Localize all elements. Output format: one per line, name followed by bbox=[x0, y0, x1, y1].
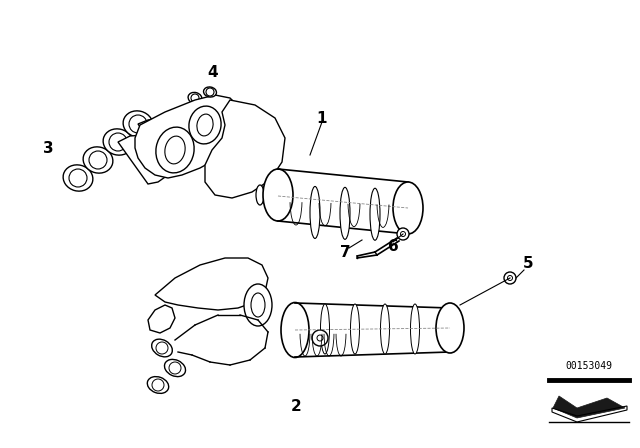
Ellipse shape bbox=[188, 92, 202, 103]
Circle shape bbox=[169, 362, 181, 374]
Ellipse shape bbox=[103, 129, 133, 155]
Polygon shape bbox=[135, 95, 240, 178]
Text: 2: 2 bbox=[291, 399, 301, 414]
Ellipse shape bbox=[410, 304, 419, 354]
Ellipse shape bbox=[147, 377, 169, 393]
Ellipse shape bbox=[263, 169, 293, 221]
Circle shape bbox=[129, 115, 147, 133]
Ellipse shape bbox=[189, 106, 221, 144]
Polygon shape bbox=[118, 135, 172, 184]
Ellipse shape bbox=[165, 136, 185, 164]
Ellipse shape bbox=[393, 182, 423, 234]
Ellipse shape bbox=[436, 303, 464, 353]
Text: 3: 3 bbox=[43, 141, 53, 155]
Ellipse shape bbox=[152, 339, 172, 357]
Circle shape bbox=[206, 88, 214, 96]
Ellipse shape bbox=[370, 188, 380, 240]
Text: 4: 4 bbox=[208, 65, 218, 79]
Circle shape bbox=[504, 272, 516, 284]
Text: 1: 1 bbox=[317, 111, 327, 125]
Text: 6: 6 bbox=[388, 238, 398, 254]
Polygon shape bbox=[148, 305, 175, 333]
Ellipse shape bbox=[265, 185, 273, 205]
Ellipse shape bbox=[63, 165, 93, 191]
Polygon shape bbox=[138, 118, 190, 172]
Ellipse shape bbox=[274, 185, 282, 205]
Circle shape bbox=[156, 342, 168, 354]
Circle shape bbox=[397, 228, 409, 240]
Text: 5: 5 bbox=[523, 255, 533, 271]
Circle shape bbox=[69, 169, 87, 187]
Circle shape bbox=[508, 276, 513, 280]
Ellipse shape bbox=[123, 111, 153, 137]
Ellipse shape bbox=[251, 293, 265, 317]
Ellipse shape bbox=[381, 304, 390, 354]
Circle shape bbox=[191, 94, 199, 102]
Polygon shape bbox=[553, 396, 625, 418]
Circle shape bbox=[401, 232, 406, 237]
Ellipse shape bbox=[204, 87, 216, 97]
Ellipse shape bbox=[197, 114, 213, 136]
Ellipse shape bbox=[310, 186, 320, 238]
Ellipse shape bbox=[164, 359, 186, 377]
Ellipse shape bbox=[321, 304, 330, 354]
Ellipse shape bbox=[256, 185, 264, 205]
Ellipse shape bbox=[281, 302, 309, 358]
Circle shape bbox=[317, 335, 323, 341]
Text: 00153049: 00153049 bbox=[566, 361, 612, 371]
Text: 7: 7 bbox=[340, 245, 350, 259]
Ellipse shape bbox=[156, 127, 194, 173]
Ellipse shape bbox=[340, 187, 350, 239]
Polygon shape bbox=[205, 100, 285, 198]
Circle shape bbox=[152, 379, 164, 391]
Circle shape bbox=[109, 133, 127, 151]
Ellipse shape bbox=[244, 284, 272, 326]
Ellipse shape bbox=[351, 304, 360, 354]
Circle shape bbox=[89, 151, 107, 169]
Polygon shape bbox=[155, 258, 268, 310]
Ellipse shape bbox=[83, 147, 113, 173]
Circle shape bbox=[312, 330, 328, 346]
